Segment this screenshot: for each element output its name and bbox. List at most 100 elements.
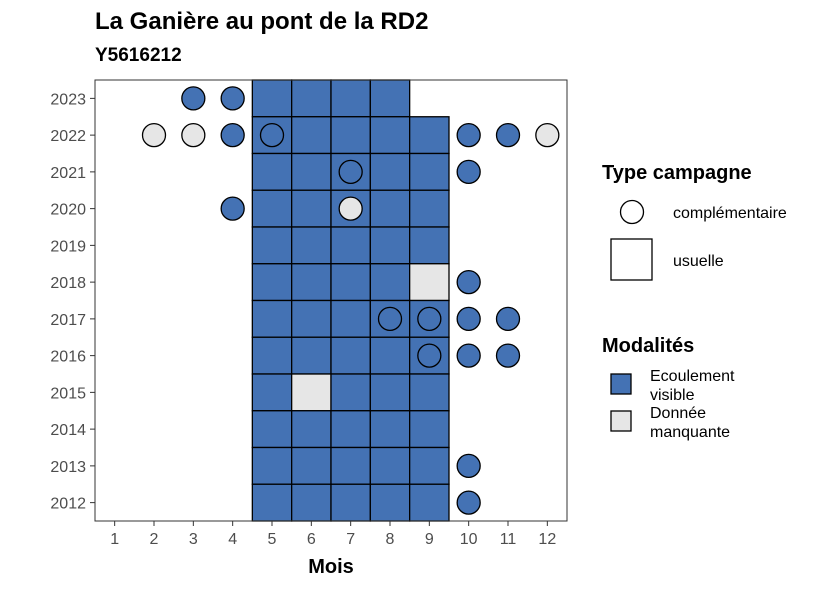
legend-label-modalite-1-0: Donnée (650, 405, 706, 422)
legend-swatch-0 (610, 373, 632, 395)
point-2023-4 (220, 86, 245, 111)
y-tick-label: 2021 (50, 165, 86, 182)
tile-2012-7 (330, 483, 371, 522)
tile-2018-9 (409, 263, 450, 302)
tile-2013-5 (251, 446, 293, 485)
tile-2022-8 (369, 116, 411, 155)
y-axis: 2012 2013 2014 2015 2016 2017 2018 2019 2020 2021… (50, 91, 95, 513)
x-tick-label: 6 (307, 531, 316, 548)
tile-2015-7 (330, 373, 371, 412)
legend-key-square (610, 238, 653, 281)
point-2022-10 (456, 122, 481, 148)
legend-label-complementaire: complémentaire (673, 205, 787, 222)
x-tick-label: 9 (425, 531, 434, 548)
tile-2020-8 (369, 189, 411, 228)
y-tick-label: 2020 (50, 202, 86, 219)
tile-2019-9 (409, 226, 450, 265)
tile-2019-6 (291, 226, 332, 265)
tile-2022-6 (291, 116, 332, 155)
tile-2012-5 (251, 483, 293, 522)
tile-2020-5 (251, 189, 293, 228)
tile-2014-6 (291, 410, 332, 449)
tile-2016-7 (330, 336, 371, 375)
x-tick-label: 3 (189, 531, 198, 548)
tile-2022-7 (330, 116, 371, 155)
tile-2021-6 (291, 152, 332, 191)
tile-layer (251, 79, 450, 522)
tile-2022-9 (409, 116, 450, 155)
y-tick-label: 2014 (50, 422, 86, 439)
tile-2014-5 (251, 410, 293, 449)
tile-2016-6 (291, 336, 332, 375)
point-2022-5 (259, 122, 285, 148)
x-tick-label: 4 (228, 531, 237, 548)
point-2017-8 (377, 306, 403, 332)
tile-2019-7 (330, 226, 371, 265)
tile-2014-9 (409, 410, 450, 449)
tile-2017-6 (291, 299, 332, 338)
x-axis: 1 2 3 4 5 6 7 8 9 10 11 12 (110, 521, 556, 548)
y-tick-label: 2016 (50, 349, 86, 366)
tile-2018-7 (330, 263, 371, 302)
point-2022-12 (535, 122, 560, 148)
tile-2012-6 (291, 483, 332, 522)
legend-label-modalite-1-1: manquante (650, 424, 730, 441)
tile-2020-6 (291, 189, 332, 228)
tile-2015-5 (251, 373, 293, 412)
tile-2021-5 (251, 152, 293, 191)
legend-key-circle (619, 199, 645, 225)
point-2021-7 (338, 159, 363, 185)
point-2012-10 (456, 490, 481, 515)
y-tick-label: 2015 (50, 385, 86, 402)
tile-2017-5 (251, 299, 293, 338)
tile-2013-6 (291, 446, 332, 485)
point-2013-10 (456, 453, 481, 479)
tile-2019-8 (369, 226, 411, 265)
x-tick-label: 2 (150, 531, 159, 548)
point-2022-2 (141, 122, 167, 148)
legend-title-campagne: Type campagne (602, 162, 752, 184)
y-tick-label: 2013 (50, 459, 86, 476)
point-2020-4 (220, 196, 245, 221)
tile-2015-9 (409, 373, 450, 412)
x-axis-title: Mois (308, 556, 354, 578)
tile-2021-9 (409, 152, 450, 191)
tile-2019-5 (251, 226, 293, 265)
point-2016-9 (417, 343, 442, 368)
tile-2012-9 (409, 483, 450, 522)
y-tick-label: 2019 (50, 238, 86, 255)
tile-2023-8 (369, 79, 411, 118)
tile-2012-8 (369, 483, 411, 522)
point-2017-9 (417, 306, 442, 332)
y-tick-label: 2022 (50, 128, 86, 145)
tile-2016-5 (251, 336, 293, 375)
x-tick-label: 8 (386, 531, 395, 548)
legend-label-modalite-0-0: Ecoulement (650, 368, 735, 385)
y-tick-label: 2023 (50, 91, 86, 108)
point-2023-3 (181, 86, 206, 111)
y-tick-label: 2012 (50, 496, 86, 513)
legend-swatch-1 (610, 410, 632, 432)
point-2022-3 (181, 122, 206, 148)
legend-label-usuelle: usuelle (673, 253, 724, 270)
x-tick-label: 10 (460, 531, 478, 548)
point-2018-10 (456, 269, 481, 295)
point-2017-11 (495, 306, 521, 332)
x-tick-label: 7 (346, 531, 355, 548)
chart-title: La Ganière au pont de la RD2 (95, 8, 429, 35)
tile-2018-8 (369, 263, 411, 302)
x-tick-label: 12 (538, 531, 556, 548)
legend-title-modalites: Modalités (602, 335, 694, 357)
x-tick-label: 11 (500, 531, 517, 548)
tile-2015-8 (369, 373, 411, 412)
point-2022-11 (495, 122, 521, 148)
tile-2013-8 (369, 446, 411, 485)
tile-2014-8 (369, 410, 411, 449)
chart-subtitle: Y5616212 (95, 45, 182, 66)
point-2020-7 (338, 196, 363, 221)
tile-2013-9 (409, 446, 450, 485)
x-tick-label: 5 (268, 531, 277, 548)
y-tick-label: 2017 (50, 312, 86, 329)
tile-2023-5 (251, 79, 293, 118)
